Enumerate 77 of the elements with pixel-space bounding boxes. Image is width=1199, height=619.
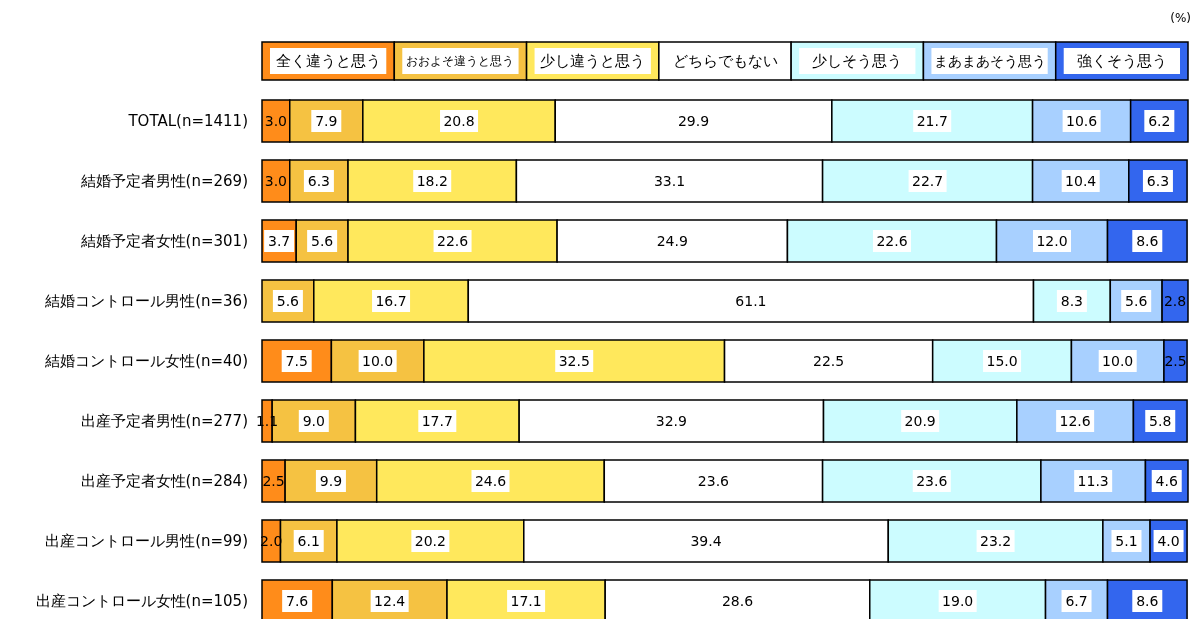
data-label: 29.9 bbox=[677, 113, 710, 129]
data-label: 22.6 bbox=[876, 233, 908, 249]
data-label: 7.9 bbox=[315, 113, 338, 129]
y-tick-label: TOTAL(n=1411) bbox=[127, 112, 248, 130]
y-tick-label: 出産予定者男性(n=277) bbox=[80, 412, 248, 430]
data-label: 28.6 bbox=[721, 593, 754, 609]
data-label: 23.2 bbox=[980, 533, 1012, 549]
data-label: 9.9 bbox=[319, 473, 343, 489]
data-label: 5.6 bbox=[1125, 293, 1148, 309]
data-label: 5.6 bbox=[311, 233, 334, 249]
series-label: 少し違うと思う bbox=[540, 52, 646, 70]
data-label: 12.0 bbox=[1036, 233, 1068, 249]
series-label: どちらでもない bbox=[672, 52, 778, 70]
data-label: 22.6 bbox=[436, 233, 469, 249]
data-label: 21.7 bbox=[916, 113, 948, 129]
series-label: 強くそう思う bbox=[1076, 52, 1167, 70]
data-label: 2.5 bbox=[262, 473, 285, 489]
data-label: 18.2 bbox=[416, 173, 448, 189]
data-label: 20.9 bbox=[904, 413, 936, 429]
data-label: 10.0 bbox=[1102, 353, 1134, 369]
data-label: 32.9 bbox=[655, 413, 687, 429]
data-label: 5.1 bbox=[1115, 533, 1138, 549]
data-label: 2.5 bbox=[1164, 353, 1187, 369]
y-tick-label: 出産コントロール女性(n=105) bbox=[35, 592, 248, 610]
data-label: 7.5 bbox=[285, 353, 308, 369]
data-label: 32.5 bbox=[558, 353, 590, 369]
data-label: 10.4 bbox=[1065, 173, 1097, 189]
data-label: 6.2 bbox=[1148, 113, 1171, 129]
data-label: 8.6 bbox=[1136, 233, 1159, 249]
series-label: 全く違うと思う bbox=[275, 52, 381, 70]
data-label: 5.6 bbox=[276, 293, 300, 309]
data-label: 61.1 bbox=[735, 293, 767, 309]
data-label: 19.0 bbox=[942, 593, 974, 609]
data-label: 39.4 bbox=[690, 533, 722, 549]
data-label: 7.6 bbox=[286, 593, 309, 609]
data-label: 4.0 bbox=[1157, 533, 1180, 549]
text: (%) bbox=[1170, 11, 1191, 25]
data-label: 24.9 bbox=[656, 233, 688, 249]
data-label: 3.0 bbox=[264, 173, 288, 189]
data-label: 4.6 bbox=[1155, 473, 1178, 489]
y-tick-label: 結婚コントロール男性(n=36) bbox=[44, 292, 248, 310]
data-label: 11.3 bbox=[1077, 473, 1109, 489]
data-label: 6.7 bbox=[1065, 593, 1088, 609]
y-tick-label: 出産コントロール男性(n=99) bbox=[45, 532, 248, 550]
y-tick-label: 出産予定者女性(n=284) bbox=[80, 472, 248, 490]
data-label: 24.6 bbox=[474, 473, 507, 489]
data-label: 5.8 bbox=[1149, 413, 1172, 429]
data-label: 10.0 bbox=[362, 353, 394, 369]
data-label: 17.1 bbox=[510, 593, 542, 609]
data-label: 12.4 bbox=[374, 593, 406, 609]
series-label: 少しそう思う bbox=[812, 52, 903, 70]
data-label: 16.7 bbox=[375, 293, 407, 309]
data-label: 10.6 bbox=[1066, 113, 1098, 129]
data-label: 22.5 bbox=[813, 353, 845, 369]
y-tick-label: 結婚コントロール女性(n=40) bbox=[44, 352, 248, 370]
data-label: 8.6 bbox=[1136, 593, 1159, 609]
data-label: 6.3 bbox=[1146, 173, 1170, 189]
data-label: 2.8 bbox=[1163, 293, 1187, 309]
y-tick-label: 結婚予定者女性(n=301) bbox=[79, 232, 248, 250]
data-label: 3.0 bbox=[264, 113, 288, 129]
data-label: 23.6 bbox=[697, 473, 730, 489]
data-label: 12.6 bbox=[1059, 413, 1091, 429]
data-label: 23.6 bbox=[916, 473, 948, 489]
data-label: 33.1 bbox=[653, 173, 686, 189]
data-label: 3.7 bbox=[267, 233, 291, 249]
data-label: 9.0 bbox=[302, 413, 325, 429]
data-label: 17.7 bbox=[421, 413, 453, 429]
text: まあまあそう思う bbox=[933, 53, 1046, 69]
data-label: 15.0 bbox=[986, 353, 1018, 369]
data-label: 6.3 bbox=[307, 173, 331, 189]
data-label: 22.7 bbox=[912, 173, 944, 189]
data-label: 6.1 bbox=[297, 533, 320, 549]
y-tick-label: 結婚予定者男性(n=269) bbox=[79, 172, 248, 190]
data-label: 20.8 bbox=[443, 113, 475, 129]
data-label: 8.3 bbox=[1060, 293, 1084, 309]
text: おおよそ違うと思う bbox=[406, 54, 515, 68]
data-label: 20.2 bbox=[414, 533, 446, 549]
